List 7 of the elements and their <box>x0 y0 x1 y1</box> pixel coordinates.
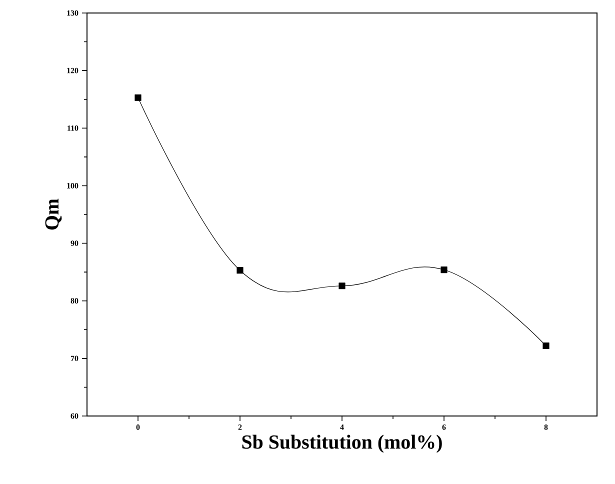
point <box>542 342 550 350</box>
y-axis-title: Qm <box>45 198 62 230</box>
point <box>338 282 346 290</box>
x-axis-title: Sb Substitution (mol%) <box>242 434 442 453</box>
point <box>236 267 244 274</box>
point <box>440 266 448 274</box>
point <box>134 94 142 101</box>
